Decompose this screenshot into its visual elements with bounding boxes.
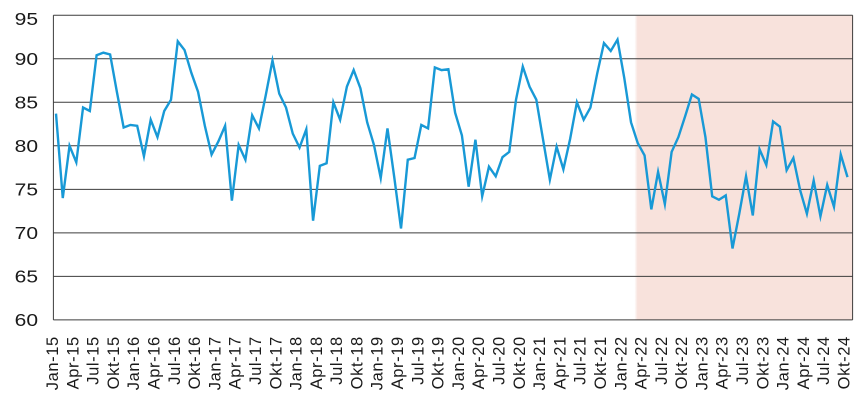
svg-text:Jul-21: Jul-21 <box>572 336 590 385</box>
svg-text:Apr-17: Apr-17 <box>227 336 245 389</box>
svg-text:Jul-15: Jul-15 <box>85 336 103 385</box>
svg-text:Apr-16: Apr-16 <box>145 336 163 389</box>
svg-text:Apr-21: Apr-21 <box>551 336 569 389</box>
svg-text:Okt-15: Okt-15 <box>105 336 123 389</box>
svg-text:Okt-18: Okt-18 <box>348 336 366 389</box>
svg-text:Jul-18: Jul-18 <box>328 336 346 385</box>
svg-text:Jan-17: Jan-17 <box>206 336 224 390</box>
svg-text:Okt-21: Okt-21 <box>592 336 610 389</box>
svg-text:Jan-20: Jan-20 <box>450 336 468 390</box>
svg-text:85: 85 <box>15 92 39 112</box>
svg-text:60: 60 <box>15 310 39 330</box>
svg-text:Apr-18: Apr-18 <box>308 336 326 389</box>
svg-text:75: 75 <box>15 179 39 199</box>
svg-text:Jan-19: Jan-19 <box>369 336 387 390</box>
svg-text:70: 70 <box>15 223 39 243</box>
svg-text:Jul-16: Jul-16 <box>166 336 184 385</box>
svg-text:Okt-22: Okt-22 <box>673 336 691 389</box>
svg-text:95: 95 <box>15 9 39 29</box>
svg-text:Apr-19: Apr-19 <box>389 336 407 389</box>
svg-text:Jan-21: Jan-21 <box>531 336 549 390</box>
svg-text:Okt-20: Okt-20 <box>511 336 529 389</box>
svg-text:Jul-19: Jul-19 <box>409 336 427 385</box>
svg-text:Jan-22: Jan-22 <box>612 336 630 390</box>
svg-text:Jan-24: Jan-24 <box>775 336 793 390</box>
svg-text:Jul-24: Jul-24 <box>815 336 833 385</box>
svg-text:Apr-23: Apr-23 <box>714 336 732 389</box>
svg-text:Jul-20: Jul-20 <box>490 336 508 385</box>
svg-text:Jan-18: Jan-18 <box>288 336 306 390</box>
svg-text:Okt-16: Okt-16 <box>186 336 204 389</box>
svg-text:Jul-22: Jul-22 <box>653 336 671 385</box>
svg-text:Jul-23: Jul-23 <box>734 336 752 385</box>
svg-text:Jan-16: Jan-16 <box>125 336 143 390</box>
svg-text:Apr-20: Apr-20 <box>470 336 488 389</box>
svg-text:90: 90 <box>15 49 39 69</box>
svg-text:Apr-22: Apr-22 <box>633 336 651 389</box>
svg-text:65: 65 <box>15 266 39 286</box>
svg-text:Jan-15: Jan-15 <box>44 336 62 390</box>
svg-text:Apr-24: Apr-24 <box>795 336 813 389</box>
svg-text:Okt-23: Okt-23 <box>754 336 772 389</box>
svg-text:Okt-17: Okt-17 <box>267 336 285 389</box>
svg-text:Okt-24: Okt-24 <box>836 336 854 389</box>
svg-text:Apr-15: Apr-15 <box>64 336 82 389</box>
svg-text:Jan-23: Jan-23 <box>693 336 711 390</box>
svg-text:Jul-17: Jul-17 <box>247 336 265 385</box>
svg-text:Okt-19: Okt-19 <box>430 336 448 389</box>
svg-text:80: 80 <box>15 136 39 156</box>
